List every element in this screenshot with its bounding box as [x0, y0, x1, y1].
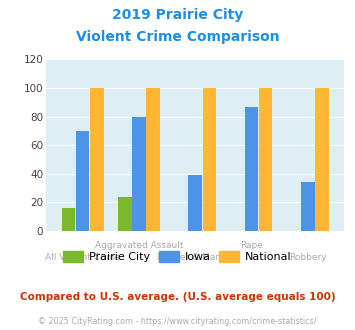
Text: Rape: Rape — [240, 241, 263, 250]
Text: © 2025 CityRating.com - https://www.cityrating.com/crime-statistics/: © 2025 CityRating.com - https://www.city… — [38, 317, 317, 326]
Bar — [315, 88, 329, 231]
Text: 2019 Prairie City: 2019 Prairie City — [112, 8, 243, 22]
Bar — [245, 107, 258, 231]
Text: Compared to U.S. average. (U.S. average equals 100): Compared to U.S. average. (U.S. average … — [20, 292, 335, 302]
Bar — [118, 197, 132, 231]
Bar — [90, 88, 104, 231]
Bar — [259, 88, 272, 231]
Bar — [146, 88, 160, 231]
Bar — [301, 182, 315, 231]
Bar — [76, 131, 89, 231]
Text: Aggravated Assault: Aggravated Assault — [95, 241, 183, 250]
Text: Violent Crime Comparison: Violent Crime Comparison — [76, 30, 279, 44]
Bar — [189, 175, 202, 231]
Legend: Prairie City, Iowa, National: Prairie City, Iowa, National — [59, 247, 296, 267]
Bar — [62, 208, 75, 231]
Text: Robbery: Robbery — [289, 253, 327, 262]
Text: Murder & Mans...: Murder & Mans... — [157, 253, 234, 262]
Text: All Violent Crime: All Violent Crime — [45, 253, 121, 262]
Bar — [203, 88, 216, 231]
Bar — [132, 116, 146, 231]
